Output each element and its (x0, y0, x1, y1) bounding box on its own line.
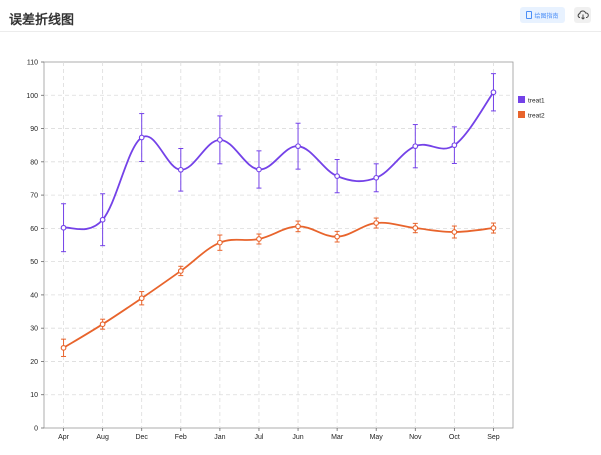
x-tick-label: Nov (409, 434, 422, 441)
y-tick-label: 70 (30, 193, 38, 200)
y-tick-label: 0 (34, 426, 38, 433)
page-title: 误差折线图 (9, 13, 75, 28)
x-tick-label: Oct (449, 434, 460, 441)
x-tick-label: Mar (331, 434, 344, 441)
x-tick-label: Feb (175, 434, 187, 441)
treat2-point (60, 344, 67, 351)
x-tick-label: Dec (135, 434, 148, 441)
treat1-point (334, 173, 340, 179)
treat2-point (412, 225, 419, 231)
treat2-point (451, 229, 458, 235)
y-tick-label: 10 (30, 392, 38, 399)
guide-button[interactable]: 绘图指南 (520, 7, 565, 23)
y-tick-label: 30 (30, 326, 38, 333)
treat1-legend-label: treat1 (528, 98, 545, 105)
y-tick-label: 90 (30, 126, 38, 133)
treat1-point (490, 89, 497, 96)
y-tick-label: 40 (30, 292, 38, 299)
treat2-series-line (63, 221, 494, 349)
x-tick-label: Jun (292, 434, 303, 441)
treat1-point (99, 216, 106, 223)
treat2-point (490, 225, 497, 231)
y-tick-label: 50 (30, 259, 38, 266)
y-tick-label: 20 (30, 359, 38, 366)
treat2-point (177, 268, 184, 274)
treat2-point (99, 321, 106, 328)
treat1-point (451, 142, 458, 149)
treat1-point (177, 166, 184, 173)
treat1-point (217, 137, 223, 143)
x-tick-label: Jan (214, 434, 225, 441)
treat1-point (295, 143, 301, 150)
plot-frame (43, 61, 514, 429)
treat2-point (373, 220, 380, 226)
x-tick-label: Apr (58, 434, 70, 441)
treat1-point (373, 174, 380, 181)
treat2-point (217, 239, 223, 246)
treat2-legend-label: treat2 (528, 113, 545, 120)
y-tick-label: 110 (27, 60, 38, 67)
x-tick-label: Aug (96, 434, 109, 441)
treat1-point (412, 143, 419, 150)
treat1-point (256, 166, 262, 173)
y-tick-label: 60 (30, 226, 38, 233)
cloud-download-icon (577, 10, 589, 20)
x-tick-label: Jul (254, 434, 263, 441)
treat2-point (256, 236, 262, 242)
treat1-legend-swatch (518, 96, 525, 103)
y-tick-label: 100 (26, 93, 38, 100)
header: 误差折线图 绘图指南 (0, 0, 601, 32)
guide-button-label: 绘图指南 (534, 12, 559, 20)
y-tick-label: 80 (30, 159, 38, 166)
treat1-point (60, 224, 67, 231)
x-tick-label: Sep (487, 434, 500, 441)
x-tick-label: May (370, 434, 384, 441)
treat2-point (295, 223, 301, 230)
treat2-point (138, 295, 145, 302)
treat1-series-line (63, 91, 495, 231)
treat2-point (334, 233, 340, 240)
treat1-point (138, 134, 145, 141)
download-button[interactable] (574, 7, 591, 23)
treat2-legend-swatch (518, 111, 525, 118)
document-icon (526, 11, 533, 19)
